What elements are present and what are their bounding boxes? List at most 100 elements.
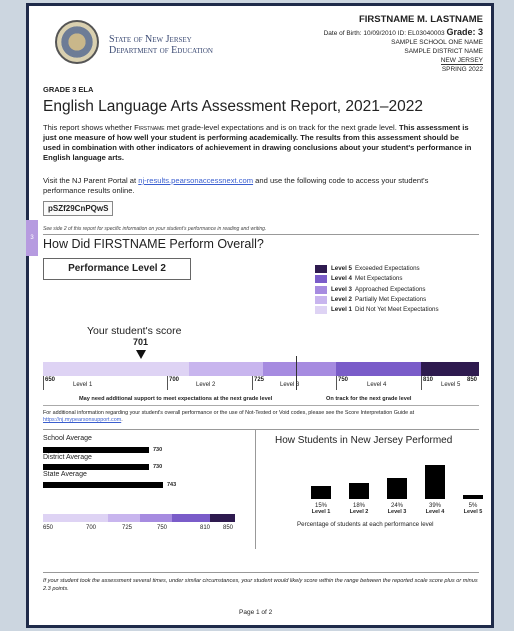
legend-level: Level 4: [331, 275, 352, 283]
divider: [43, 429, 479, 430]
state-name: NEW JERSEY: [440, 57, 483, 65]
scale-level-label: Level 5: [441, 382, 461, 388]
nj-bar-value: 18%: [352, 503, 365, 509]
tick-label: 700: [169, 377, 180, 383]
scale-level-label: Level 1: [73, 382, 93, 388]
tick: [167, 376, 168, 390]
agency-name: State of New Jersey Department of Educat…: [109, 34, 213, 56]
report-title: English Language Arts Assessment Report,…: [43, 98, 424, 115]
legend-level: Level 2: [331, 296, 352, 304]
scale-note-left: May need additional support to meet expe…: [79, 396, 273, 402]
additional-info: For additional information regarding you…: [43, 410, 479, 424]
legend-level: Level 3: [331, 285, 352, 293]
nj-bar-label: 5% Level 5: [455, 503, 491, 515]
district-average-value: 730: [153, 464, 163, 470]
nj-bar: [311, 486, 331, 499]
intro-bold-text: This assessment is just one measure of h…: [43, 123, 472, 162]
divider: [43, 405, 479, 406]
tick-label: 725: [254, 377, 265, 383]
see-side-note: See side 2 of this report for specific i…: [43, 226, 267, 232]
nj-bar-value: 5%: [468, 503, 478, 509]
divider: [255, 429, 256, 549]
legend-swatch: [315, 265, 327, 274]
nj-bar-value: 24%: [390, 503, 403, 509]
scale-segment-level2: [189, 362, 263, 376]
legend-level: Level 5: [331, 265, 352, 273]
tick: [336, 376, 337, 390]
scale-level-label: Level 2: [196, 382, 216, 388]
nj-bar-label: 24% Level 3: [379, 503, 415, 515]
performance-level-box: Performance Level 2: [43, 258, 191, 280]
divider: [43, 234, 479, 235]
mini-scale-bar: [43, 514, 235, 522]
nj-bar-category: Level 1: [311, 509, 331, 515]
nj-chart-title: How Students in New Jersey Performed: [275, 435, 453, 446]
grade-side-tab: 3: [26, 220, 38, 256]
legend-row: Level 5 Exceeded Expectations: [315, 264, 439, 274]
nj-bar: [425, 465, 445, 499]
agency-line2: Department of Education: [109, 45, 213, 56]
legend-row: Level 4 Met Expectations: [315, 274, 439, 284]
overall-question: How Did FIRSTNAME Perform Overall?: [43, 237, 264, 251]
school-average-label: School Average: [43, 435, 92, 442]
legend-desc: Partially Met Expectations: [354, 296, 427, 304]
nj-chart-caption: Percentage of students at each performan…: [297, 521, 434, 528]
mini-tick: 850: [223, 525, 234, 531]
grade-label: Grade: 3: [446, 27, 483, 37]
mini-tick: 725: [122, 525, 133, 531]
nj-bar: [463, 495, 483, 499]
performance-legend: Level 5 Exceeded Expectations Level 4 Met …: [315, 264, 439, 315]
mini-tick: 810: [200, 525, 211, 531]
student-name: FIRSTNAME M. LASTNAME: [358, 14, 483, 25]
legend-row: Level 3 Approached Expectations: [315, 285, 439, 295]
nj-bar-category: Level 4: [425, 509, 445, 515]
portal-link[interactable]: nj-results.pearsonaccessnext.com: [138, 176, 254, 185]
state-average-bar: [43, 482, 163, 488]
nj-bar: [349, 483, 369, 499]
footer-note: If your student took the assessment seve…: [43, 578, 478, 592]
nj-bar-chart: 15% Level 1 18% Level 2 24% Level 3 39% Level 4…: [275, 451, 485, 521]
tick-label: 850: [467, 377, 478, 383]
on-track-divider: [296, 356, 297, 390]
tick: [252, 376, 253, 390]
additional-info-end: .: [121, 417, 123, 423]
support-link[interactable]: https://nj.mypearsonsupport.com: [43, 417, 122, 423]
report-page: State of New Jersey Department of Educat…: [29, 6, 491, 625]
season: SPRING 2022: [441, 66, 483, 73]
score-label: Your student's score: [87, 325, 182, 337]
portal-paragraph: Visit the NJ Parent Portal at nj-results…: [43, 176, 473, 196]
state-seal-icon: [55, 20, 99, 64]
scale-ticks: 650 700 725 750 810 850 Level 1 Level 2 …: [43, 376, 479, 398]
report-frame: State of New Jersey Department of Educat…: [26, 3, 494, 628]
tick: [421, 376, 422, 390]
portal-text-b: and use the following code to access you…: [43, 176, 429, 195]
intro-text-b: met grade-level expectations and is on t…: [164, 123, 399, 132]
legend-row: Level 2 Partially Met Expectations: [315, 295, 439, 305]
nj-bar: [387, 478, 407, 499]
divider: [43, 572, 479, 573]
student-info: Date of Birth: 10/09/2010 ID: EL03040003…: [324, 28, 483, 74]
legend-swatch: [315, 306, 327, 315]
legend-desc: Did Not Yet Meet Expectations: [354, 306, 439, 314]
nj-bar-category: Level 2: [349, 509, 369, 515]
scale-segment-level1: [43, 362, 190, 376]
intro-student-name: Firstname: [134, 123, 165, 132]
intro-paragraph: This report shows whether Firstname met …: [43, 123, 473, 163]
additional-info-text: For additional information regarding you…: [43, 410, 415, 416]
nj-bar-label: 15% Level 1: [303, 503, 339, 515]
school-name: SAMPLE SCHOOL ONE NAME: [391, 39, 483, 46]
legend-swatch: [315, 285, 327, 294]
mini-tick: 700: [86, 525, 97, 531]
scale-note-right: On track for the next grade level: [326, 396, 412, 402]
mini-segment: [139, 514, 172, 522]
legend-level: Level 1: [331, 306, 352, 314]
scale-segment-level5: [421, 362, 479, 376]
nj-bar-category: Level 3: [387, 509, 407, 515]
district-average-bar: [43, 464, 149, 470]
tick-label: 650: [45, 377, 56, 383]
agency-line1: State of New Jersey: [109, 34, 192, 45]
student-id: ID: EL03040003: [397, 30, 445, 37]
mini-segment: [172, 514, 210, 522]
scale-bar: [43, 362, 479, 376]
scale-segment-level4: [335, 362, 422, 376]
